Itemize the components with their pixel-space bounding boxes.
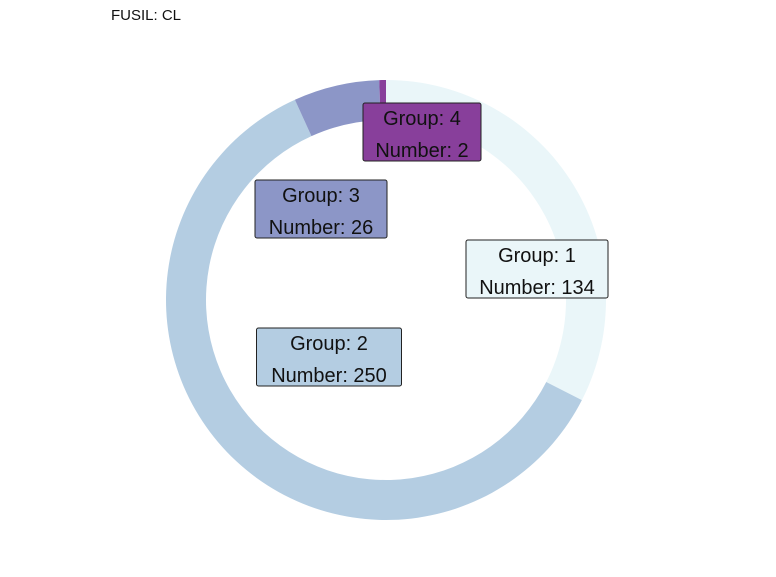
donut-segment-group-1 [386, 80, 606, 401]
label-value-text: Number: 250 [271, 365, 387, 387]
label-box [256, 327, 402, 387]
label-group-text: Group: 1 [498, 245, 576, 267]
chart-title: FUSIL: CL [111, 7, 182, 24]
label-group-text: Group: 4 [383, 108, 461, 130]
label-box [362, 102, 482, 162]
label-box [254, 179, 388, 239]
label-group-text: Group: 2 [290, 333, 368, 355]
segment-label-group-1: Group: 1 Number: 134 [465, 239, 609, 299]
label-box [465, 239, 609, 299]
donut-segment-group-3 [294, 80, 381, 137]
segment-label-group-4: Group: 4 Number: 2 [362, 102, 482, 162]
label-value-text: Number: 2 [375, 140, 468, 162]
segment-label-group-3: Group: 3 Number: 26 [254, 179, 388, 239]
segment-label-group-2: Group: 2 Number: 250 [256, 327, 402, 387]
label-value-text: Number: 26 [269, 217, 374, 239]
label-group-text: Group: 3 [282, 185, 360, 207]
label-value-text: Number: 134 [479, 277, 595, 299]
